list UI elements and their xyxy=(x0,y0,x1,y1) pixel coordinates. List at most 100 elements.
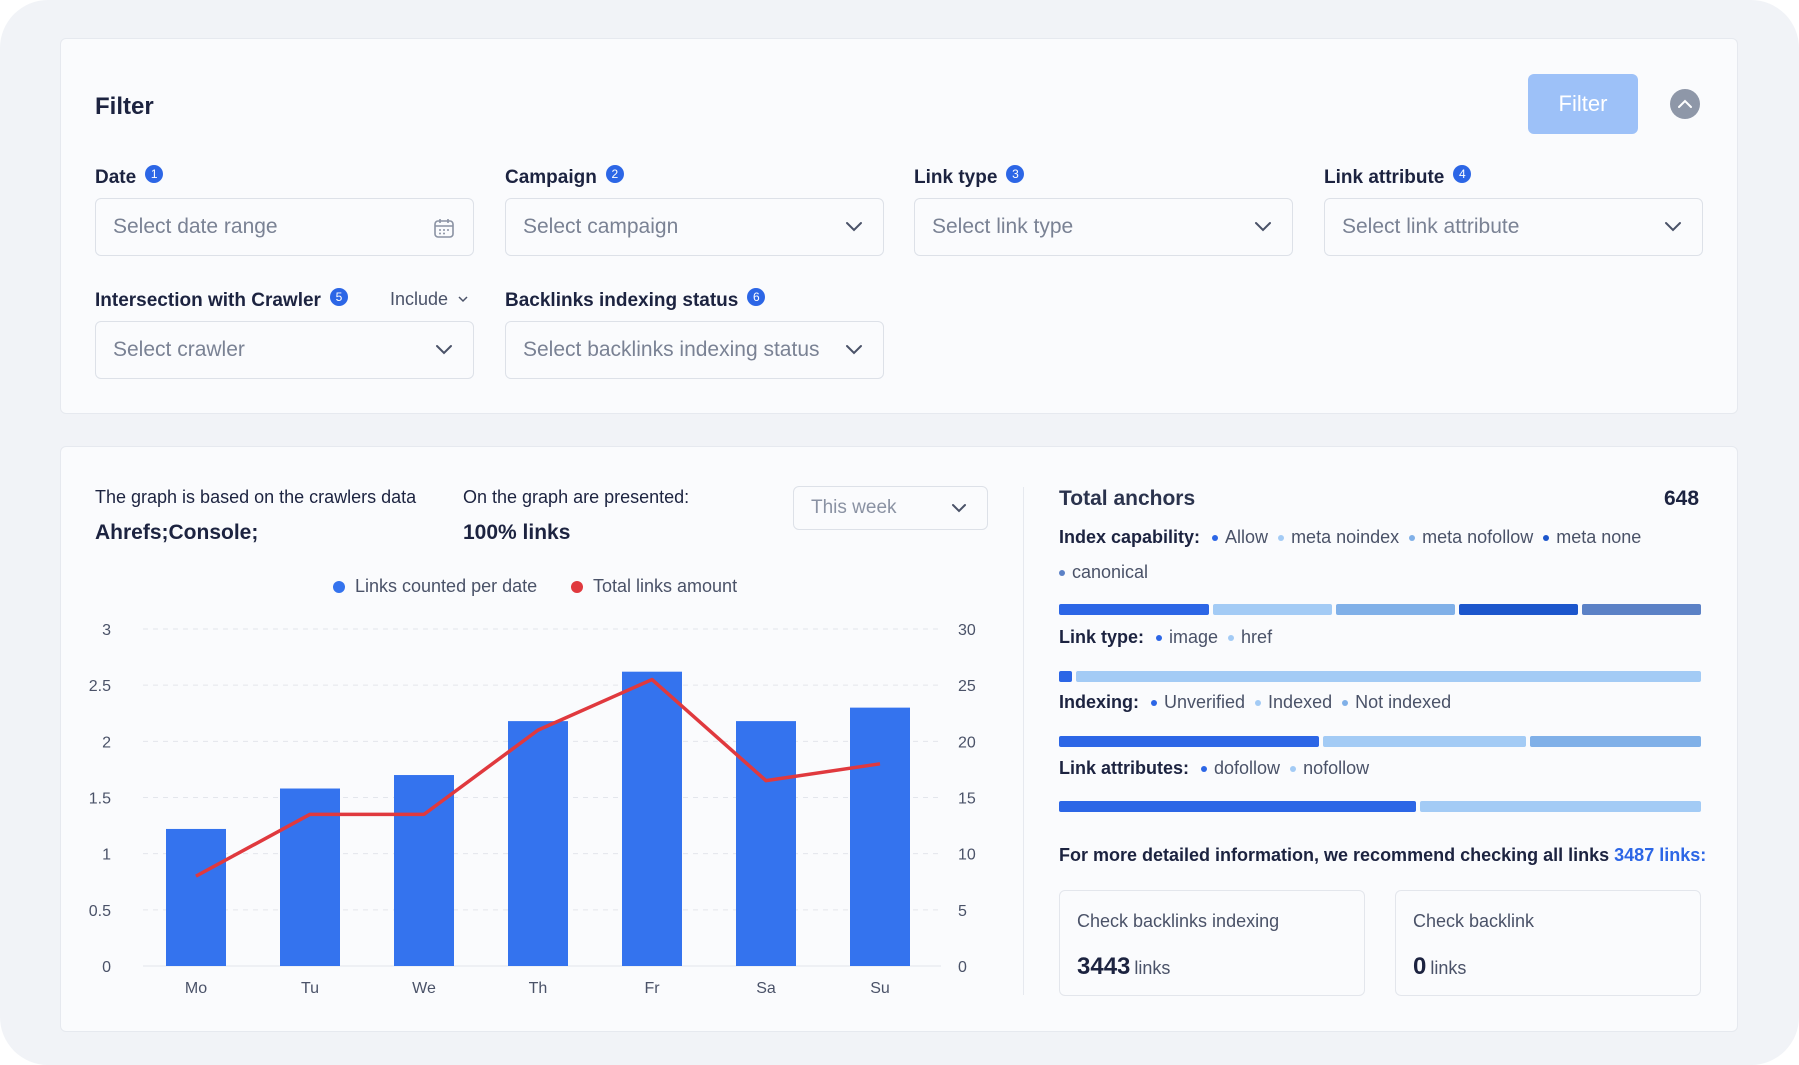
distribution-segment xyxy=(1059,604,1210,615)
indexing-status-badge: 6 xyxy=(747,288,766,306)
date-range-select[interactable]: Select date range xyxy=(95,198,474,256)
anchor-legend-text: Not indexed xyxy=(1355,692,1452,712)
anchor-category-row: Link type: image href xyxy=(1059,627,1719,648)
bar-tu xyxy=(280,788,340,966)
anchor-legend-text: href xyxy=(1241,627,1273,647)
y-right-tick-label: 15 xyxy=(958,791,976,808)
y-left-tick-label: 0 xyxy=(102,959,111,976)
anchor-distribution-bar xyxy=(1059,671,1701,682)
legend-dot xyxy=(1151,699,1157,706)
anchor-category-label: Link type: xyxy=(1059,627,1145,647)
anchor-category-row: Indexing: Unverified Indexed Not indexed xyxy=(1059,692,1719,713)
link-attribute-select[interactable]: Select link attribute xyxy=(1324,198,1703,256)
anchor-legend-item: meta none xyxy=(1543,527,1641,548)
bar-sa xyxy=(736,721,796,966)
crawler-select[interactable]: Select crawler xyxy=(95,321,474,379)
y-left-tick-label: 2.5 xyxy=(89,678,111,695)
check-backlink-value: 0 links xyxy=(1413,953,1467,980)
anchor-legend-text: Unverified xyxy=(1164,692,1246,712)
distribution-segment xyxy=(1213,604,1333,615)
x-tick-label: Tu xyxy=(301,980,319,997)
crawler-label: Intersection with Crawler 5 xyxy=(95,288,348,312)
check-backlinks-indexing-card[interactable]: Check backlinks indexing 3443 links xyxy=(1059,890,1365,996)
anchor-category-label: Index capability: xyxy=(1059,527,1201,547)
link-attribute-badge: 4 xyxy=(1453,165,1472,183)
anchor-distribution-bar xyxy=(1059,604,1701,615)
y-right-tick-label: 25 xyxy=(958,678,976,695)
anchor-legend-item: href xyxy=(1228,627,1272,648)
legend-dot xyxy=(1290,765,1297,772)
anchor-legend-text: image xyxy=(1169,627,1219,647)
filter-button[interactable]: Filter xyxy=(1528,74,1638,134)
y-right-tick-label: 30 xyxy=(958,622,976,639)
distribution-segment xyxy=(1582,604,1701,615)
graph-panel: The graph is based on the crawlers data … xyxy=(60,446,1738,1032)
anchor-legend-text: canonical xyxy=(1072,562,1149,582)
anchor-legend-item: Indexed xyxy=(1255,692,1332,713)
chevron-down-icon xyxy=(846,222,862,232)
chevron-down-icon xyxy=(436,345,452,355)
date-badge: 1 xyxy=(145,165,164,183)
anchor-legend-item: Not indexed xyxy=(1342,692,1451,713)
anchor-legend-text: Allow xyxy=(1225,527,1269,547)
legend-bar-swatch xyxy=(333,580,345,593)
chevron-down-icon xyxy=(1665,222,1681,232)
y-right-tick-label: 0 xyxy=(958,959,967,976)
anchor-legend-item: meta noindex xyxy=(1278,527,1399,548)
bar-we xyxy=(394,775,454,966)
distribution-segment xyxy=(1059,801,1417,812)
x-tick-label: Th xyxy=(529,980,548,997)
distribution-segment xyxy=(1529,736,1701,747)
all-links-link[interactable]: 3487 links: xyxy=(1614,845,1707,865)
campaign-label: Campaign 2 xyxy=(505,165,624,189)
collapse-button[interactable] xyxy=(1670,89,1700,119)
legend-dot xyxy=(1228,634,1235,641)
y-left-tick-label: 2 xyxy=(102,734,111,751)
period-select[interactable]: This week xyxy=(793,486,988,530)
indexing-status-label: Backlinks indexing status 6 xyxy=(505,288,766,312)
x-tick-label: We xyxy=(412,980,436,997)
bar-fr xyxy=(622,671,682,966)
link-type-select[interactable]: Select link type xyxy=(914,198,1293,256)
check-backlink-card[interactable]: Check backlink 0 links xyxy=(1395,890,1701,996)
x-tick-label: Su xyxy=(870,980,890,997)
anchor-legend-item: Allow xyxy=(1212,527,1268,548)
distribution-segment xyxy=(1059,671,1072,682)
chevron-up-icon xyxy=(1678,99,1692,108)
check-indexing-label: Check backlinks indexing xyxy=(1077,911,1280,931)
anchor-legend-item: canonical xyxy=(1059,562,1148,583)
x-tick-label: Mo xyxy=(185,980,207,997)
crawler-source-value: Ahrefs;Console; xyxy=(95,521,259,544)
presented-label: On the graph are presented: xyxy=(463,487,690,507)
total-anchors-value: 648 xyxy=(1664,487,1700,510)
chevron-down-icon xyxy=(952,504,966,513)
distribution-segment xyxy=(1420,801,1701,812)
legend-dot xyxy=(1059,569,1065,576)
legend-links-per-date: Links counted per date xyxy=(333,576,537,597)
anchor-category-label: Indexing: xyxy=(1059,692,1139,712)
campaign-select[interactable]: Select campaign xyxy=(505,198,884,256)
indexing-status-select[interactable]: Select backlinks indexing status xyxy=(505,321,884,379)
date-label: Date 1 xyxy=(95,165,164,189)
anchor-legend-item: dofollow xyxy=(1201,758,1280,779)
link-type-badge: 3 xyxy=(1006,165,1025,183)
anchor-legend-text: dofollow xyxy=(1214,758,1281,778)
distribution-segment xyxy=(1336,604,1456,615)
x-tick-label: Fr xyxy=(644,980,660,997)
bar-th xyxy=(508,721,568,966)
anchor-legend-item: nofollow xyxy=(1290,758,1369,779)
presented-value: 100% links xyxy=(463,521,571,544)
anchor-legend-text: meta none xyxy=(1556,527,1642,547)
filter-panel: Filter Filter Date 1 Select date range C… xyxy=(60,38,1738,414)
bar-mo xyxy=(166,828,226,966)
y-right-tick-label: 20 xyxy=(958,734,976,751)
bar-su xyxy=(850,707,910,966)
legend-dot xyxy=(1212,534,1219,541)
chevron-down-icon xyxy=(1255,222,1271,232)
more-info-text: For more detailed information, we recomm… xyxy=(1059,845,1707,865)
include-mode-select[interactable]: Include xyxy=(390,289,468,310)
legend-dot xyxy=(1342,699,1349,706)
y-left-tick-label: 1.5 xyxy=(89,791,111,808)
